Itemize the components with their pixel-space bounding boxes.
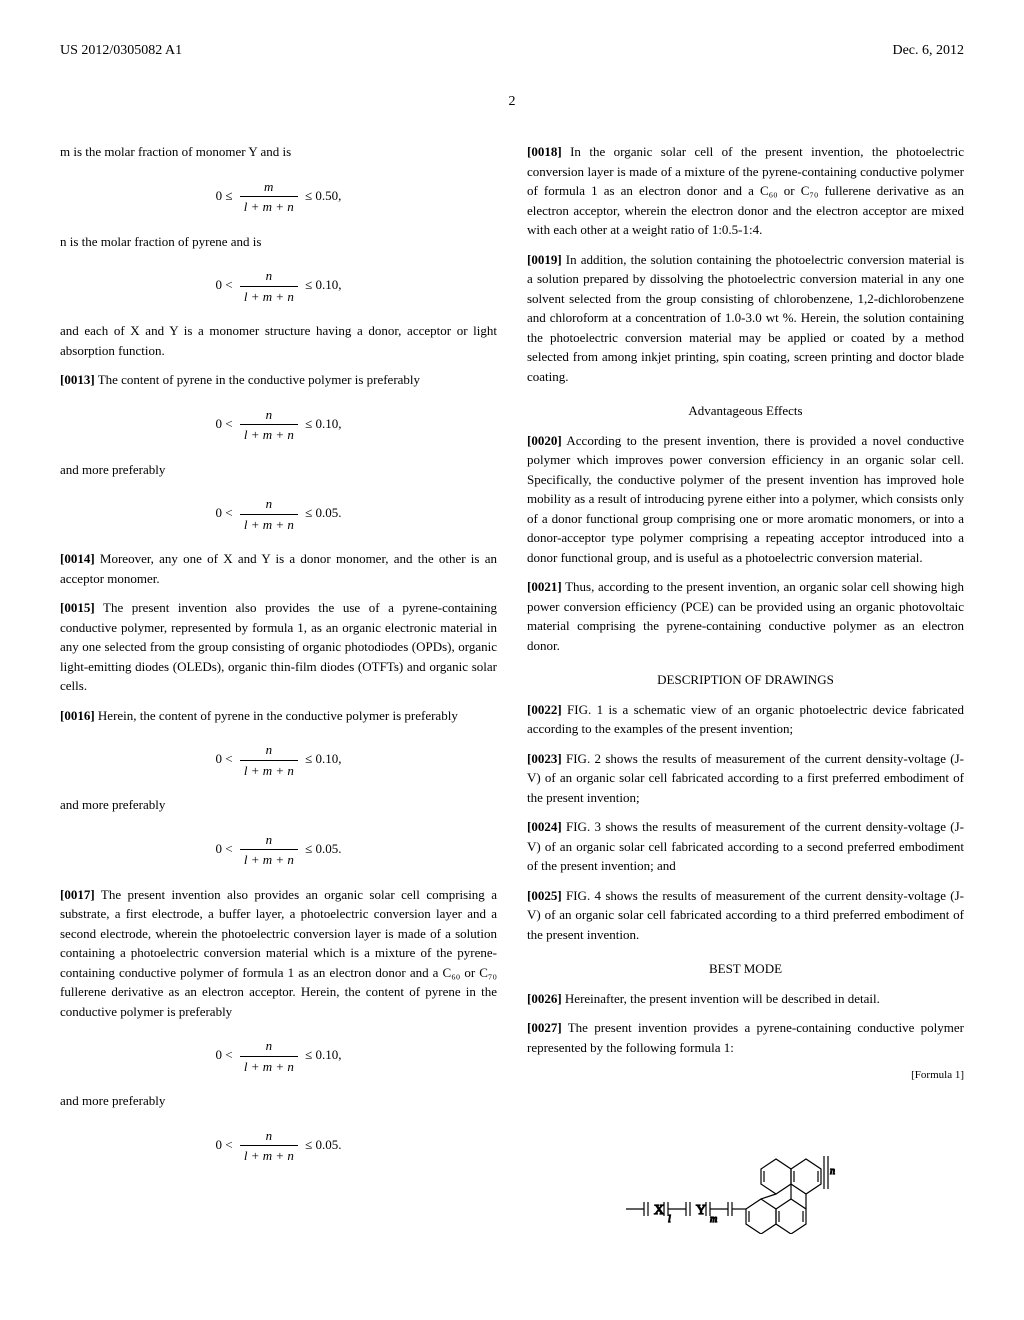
intro-text: m is the molar fraction of monomer Y and… <box>60 142 497 162</box>
p0021-ref: [0021] <box>527 579 562 594</box>
p0023-ref: [0023] <box>527 751 562 766</box>
p0027-text: The present invention provides a pyrene-… <box>527 1020 964 1055</box>
formula-4: 0 < nl + m + n ≤ 0.05. <box>60 494 497 534</box>
p0023: [0023] FIG. 2 shows the results of measu… <box>527 749 964 808</box>
page-number: 2 <box>60 91 964 112</box>
formula-1-label: [Formula 1] <box>527 1067 964 1084</box>
p0021-text: Thus, according to the present invention… <box>527 579 964 653</box>
p0013-ref: [0013] <box>60 372 95 387</box>
p0025-text: FIG. 4 shows the results of measurement … <box>527 888 964 942</box>
p0016-ref: [0016] <box>60 708 95 723</box>
text-6: and more preferably <box>60 1091 497 1111</box>
formula-1: 0 ≤ ml + m + n ≤ 0.50, <box>60 177 497 217</box>
pyrene-svg: X l Y m <box>596 1094 896 1234</box>
p0020-text: According to the present invention, ther… <box>527 433 964 565</box>
text-5: and more preferably <box>60 795 497 815</box>
p0027-ref: [0027] <box>527 1020 562 1035</box>
p0015-ref: [0015] <box>60 600 95 615</box>
svg-text:m: m <box>710 1214 717 1225</box>
p0019: [0019] In addition, the solution contain… <box>527 250 964 387</box>
p0022-text: FIG. 1 is a schematic view of an organic… <box>527 702 964 737</box>
p0014-text: Moreover, any one of X and Y is a donor … <box>60 551 497 586</box>
p0017: [0017] The present invention also provid… <box>60 885 497 1022</box>
p0016-text: Herein, the content of pyrene in the con… <box>98 708 458 723</box>
p0018: [0018] In the organic solar cell of the … <box>527 142 964 240</box>
advantageous-effects-heading: Advantageous Effects <box>527 401 964 421</box>
content-columns: m is the molar fraction of monomer Y and… <box>60 142 964 1249</box>
p0026: [0026] Hereinafter, the present inventio… <box>527 989 964 1009</box>
p0021: [0021] Thus, according to the present in… <box>527 577 964 655</box>
description-drawings-heading: DESCRIPTION OF DRAWINGS <box>527 670 964 690</box>
formula-5: 0 < nl + m + n ≤ 0.10, <box>60 740 497 780</box>
patent-date: Dec. 6, 2012 <box>892 40 964 61</box>
p0017-ref: [0017] <box>60 887 95 902</box>
p0014-ref: [0014] <box>60 551 95 566</box>
p0015: [0015] The present invention also provid… <box>60 598 497 696</box>
p0023-text: FIG. 2 shows the results of measurement … <box>527 751 964 805</box>
p0024: [0024] FIG. 3 shows the results of measu… <box>527 817 964 876</box>
right-column: [0018] In the organic solar cell of the … <box>527 142 964 1249</box>
svg-text:X: X <box>654 1203 664 1218</box>
svg-text:l: l <box>668 1214 671 1225</box>
p0017-text: The present invention also provides an o… <box>60 887 497 1019</box>
p0027: [0027] The present invention provides a … <box>527 1018 964 1057</box>
left-column: m is the molar fraction of monomer Y and… <box>60 142 497 1249</box>
svg-text:Y: Y <box>696 1203 706 1218</box>
text-3: and each of X and Y is a monomer structu… <box>60 321 497 360</box>
text-4: and more preferably <box>60 460 497 480</box>
p0025: [0025] FIG. 4 shows the results of measu… <box>527 886 964 945</box>
p0018-ref: [0018] <box>527 144 562 159</box>
p0022-ref: [0022] <box>527 702 562 717</box>
formula-6: 0 < nl + m + n ≤ 0.05. <box>60 830 497 870</box>
p0019-ref: [0019] <box>527 252 562 267</box>
p0018-text: In the organic solar cell of the present… <box>527 144 964 237</box>
svg-text:n: n <box>830 1166 835 1177</box>
formula-8: 0 < nl + m + n ≤ 0.05. <box>60 1126 497 1166</box>
formula-7: 0 < nl + m + n ≤ 0.10, <box>60 1036 497 1076</box>
pyrene-structure: X l Y m <box>527 1094 964 1240</box>
p0026-ref: [0026] <box>527 991 562 1006</box>
best-mode-heading: BEST MODE <box>527 959 964 979</box>
patent-number: US 2012/0305082 A1 <box>60 40 182 61</box>
p0024-text: FIG. 3 shows the results of measurement … <box>527 819 964 873</box>
formula-2: 0 < nl + m + n ≤ 0.10, <box>60 266 497 306</box>
p0013: [0013] The content of pyrene in the cond… <box>60 370 497 390</box>
p0024-ref: [0024] <box>527 819 562 834</box>
p0026-text: Hereinafter, the present invention will … <box>565 991 880 1006</box>
text-2: n is the molar fraction of pyrene and is <box>60 232 497 252</box>
p0019-text: In addition, the solution containing the… <box>527 252 964 384</box>
p0013-text: The content of pyrene in the conductive … <box>98 372 420 387</box>
p0020: [0020] According to the present inventio… <box>527 431 964 568</box>
page-header: US 2012/0305082 A1 Dec. 6, 2012 <box>60 40 964 61</box>
p0020-ref: [0020] <box>527 433 562 448</box>
p0016: [0016] Herein, the content of pyrene in … <box>60 706 497 726</box>
p0022: [0022] FIG. 1 is a schematic view of an … <box>527 700 964 739</box>
p0015-text: The present invention also provides the … <box>60 600 497 693</box>
p0025-ref: [0025] <box>527 888 562 903</box>
p0014: [0014] Moreover, any one of X and Y is a… <box>60 549 497 588</box>
formula-3: 0 < nl + m + n ≤ 0.10, <box>60 405 497 445</box>
